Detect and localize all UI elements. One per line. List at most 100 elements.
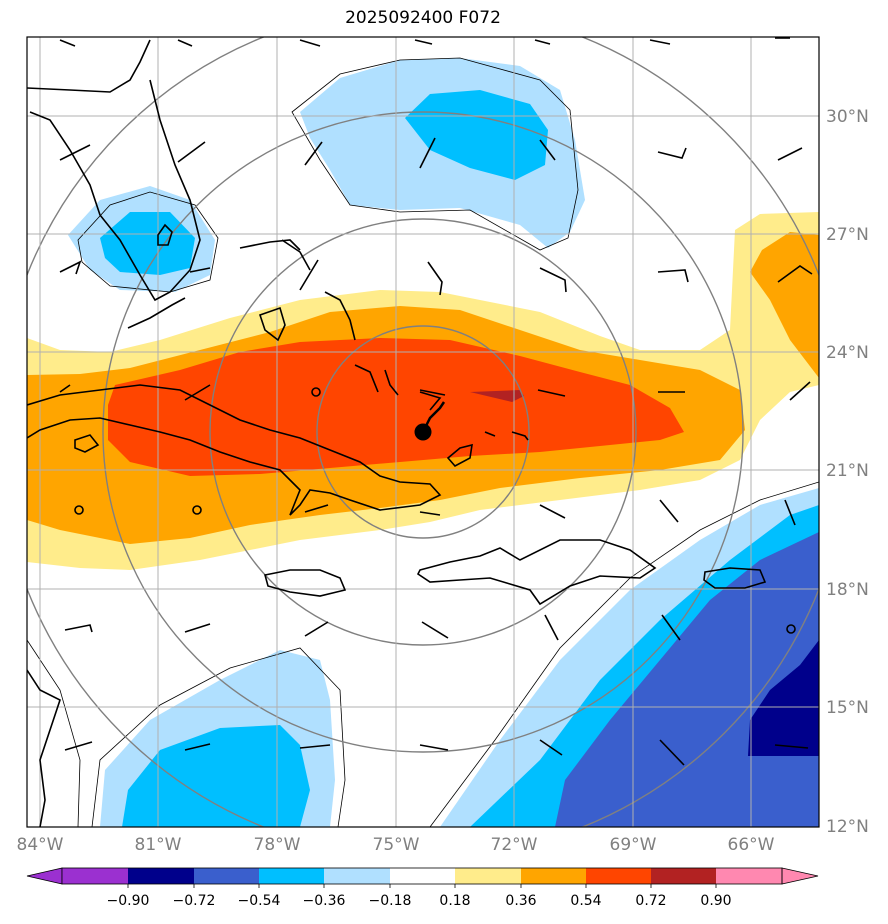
barb-35 [304, 621, 329, 637]
lon-label-72: 72°W [491, 835, 538, 855]
barb-34 [184, 623, 211, 633]
coast-exuma [354, 364, 379, 393]
barb-24 [419, 389, 446, 396]
colorbar-seg-5 [324, 868, 390, 884]
barb-30 [539, 504, 566, 519]
colorbar-frame [61, 867, 783, 885]
coast-island-a [511, 431, 529, 441]
colorbar-label-10: 0.90 [700, 893, 731, 909]
map-frame [26, 36, 820, 828]
colorbar-seg-9 [586, 868, 651, 884]
colorbar-label-2: −0.72 [173, 893, 216, 909]
barb-9 [177, 141, 206, 163]
island-circle-1 [311, 387, 321, 397]
barb-41 [299, 744, 331, 749]
barb-12 [539, 139, 556, 161]
barb-42 [419, 744, 449, 751]
range-rings [27, 37, 819, 827]
barb-6 [657, 269, 689, 283]
barb-25 [537, 389, 566, 397]
lat-label-21: 21°N [826, 461, 869, 481]
colorbar-extend-low [26, 867, 63, 885]
colorbar-label-7: 0.36 [505, 893, 536, 909]
barb-11 [419, 137, 436, 169]
longitude-labels: 84°W 81°W 78°W 75°W 72°W 69°W 66°W [17, 835, 775, 855]
coast-grand-bahama [239, 239, 301, 251]
negative-anomaly-florida [68, 186, 215, 292]
coast-hispaniola [416, 539, 657, 606]
lon-label-81: 81°W [135, 835, 182, 855]
coast-florida-peninsula [29, 79, 201, 302]
barb-17 [299, 39, 321, 47]
coast-andros [258, 306, 286, 342]
barb-13 [657, 147, 687, 159]
colorbar-label-1: −0.90 [107, 893, 150, 909]
lon-label-69: 69°W [610, 835, 657, 855]
contour-0.36-east [750, 232, 819, 378]
barb-33 [64, 624, 93, 633]
storm-center-marker [414, 423, 432, 441]
range-ring-2 [209, 218, 637, 646]
range-ring-1 [316, 325, 530, 539]
contour-line-west [27, 639, 81, 827]
barb-22 [59, 384, 71, 393]
barb-1 [59, 260, 82, 275]
lat-label-24: 24°N [826, 343, 869, 363]
negative-anomaly-southwest [100, 650, 335, 827]
barb-31 [659, 499, 679, 523]
colorbar-label-4: −0.36 [303, 893, 346, 909]
lon-label-84: 84°W [17, 835, 64, 855]
colorbar-seg-10 [651, 868, 716, 884]
lat-label-18: 18°N [826, 580, 869, 600]
coast-puerto-rico [703, 567, 767, 589]
barb-4 [427, 261, 443, 296]
lat-label-15: 15°N [826, 698, 869, 718]
barb-44 [659, 739, 685, 766]
coast-abaco [281, 239, 311, 271]
lat-label-27: 27°N [826, 225, 869, 245]
colorbar-seg-11 [716, 868, 782, 884]
map-area [27, 37, 819, 827]
barb-20 [649, 39, 671, 45]
coast-tci [446, 443, 473, 468]
map-title: 2025092400 F072 [345, 8, 501, 28]
lat-label-30: 30°N [826, 107, 869, 127]
coast-long-island [384, 369, 399, 396]
barb-28 [304, 504, 329, 513]
colorbar-label-3: −0.54 [238, 893, 281, 909]
barb-8 [59, 144, 91, 161]
colorbar-seg-1 [62, 868, 128, 884]
lon-label-75: 75°W [373, 835, 420, 855]
barb-37 [544, 614, 559, 641]
colorbar-seg-7 [455, 868, 521, 884]
colorbar-seg-6 [390, 868, 455, 884]
barb-14 [777, 147, 803, 161]
contour-0.72 [470, 390, 524, 402]
colorbar: −0.90 −0.72 −0.54 −0.36 −0.18 0.18 0.36 … [26, 867, 819, 909]
contour-line-florida [77, 191, 219, 293]
colorbar-label-6: 0.18 [439, 893, 470, 909]
colorbar-ticks [127, 884, 717, 888]
colorbar-label-8: 0.54 [570, 893, 601, 909]
contour-minus0.36-florida [100, 212, 195, 275]
barb-15 [59, 39, 76, 47]
colorbar-label-9: 0.72 [635, 893, 666, 909]
colorbar-seg-2 [128, 868, 194, 884]
colorbar-label-5: −0.18 [369, 893, 412, 909]
latitude-labels: 30°N 27°N 24°N 21°N 18°N 15°N 12°N [826, 107, 869, 837]
lon-label-78: 78°W [254, 835, 301, 855]
coast-isla-juventud [74, 434, 100, 453]
coast-keys [127, 297, 186, 329]
barb-40 [184, 743, 211, 751]
island-circle-4 [786, 624, 796, 634]
wind-barbs [59, 37, 813, 766]
lat-label-12: 12°N [826, 817, 869, 837]
coast-central-america [27, 669, 61, 827]
barb-10 [304, 141, 323, 166]
coastlines [27, 39, 767, 827]
coast-eleuthera [324, 291, 356, 341]
barb-36 [421, 621, 449, 639]
coast-island-b [484, 431, 496, 437]
barb-29 [419, 511, 441, 516]
barb-39 [64, 741, 93, 751]
